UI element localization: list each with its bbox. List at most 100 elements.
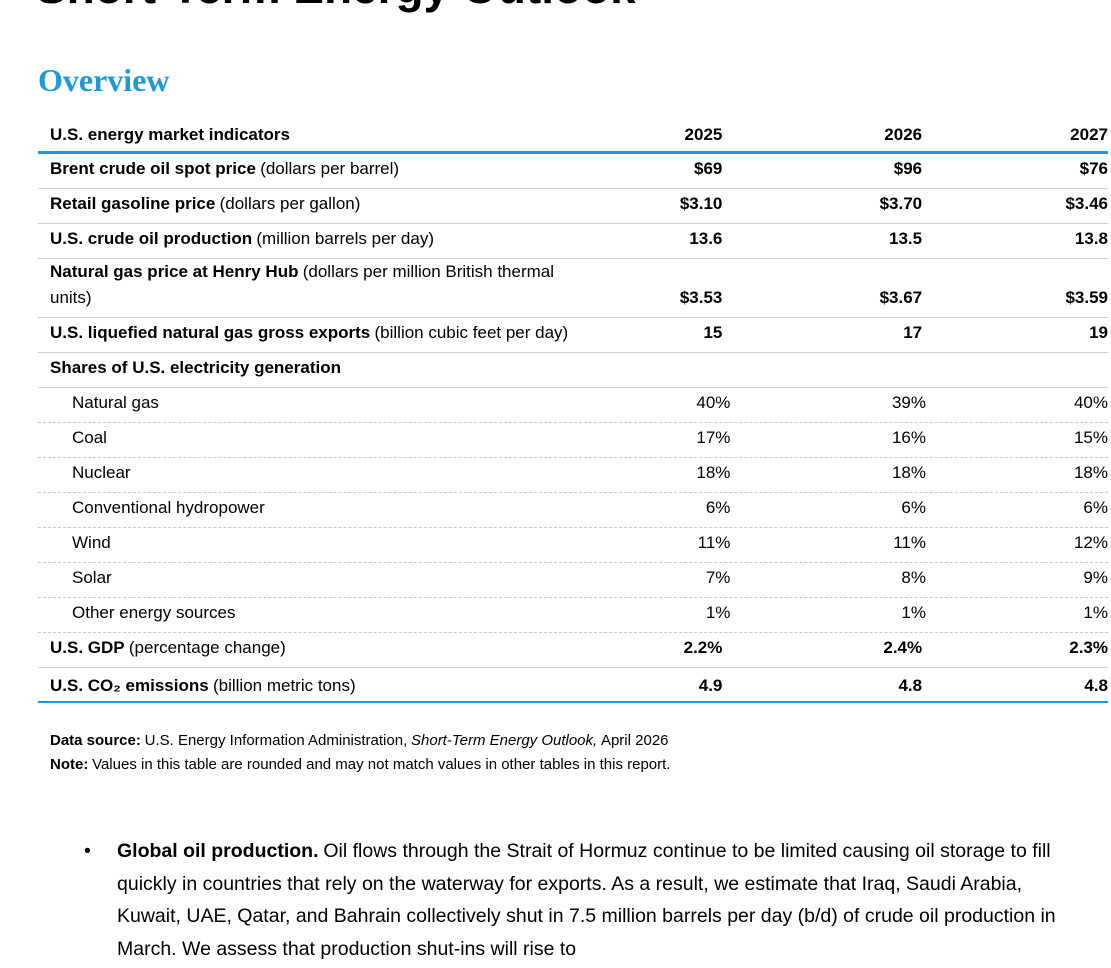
cell-value: 17%: [696, 428, 731, 447]
label-bold: Shares of U.S. electricity generation: [50, 358, 341, 377]
label-unit: (dollars per barrel): [260, 159, 400, 178]
label-text: Solar: [72, 568, 112, 587]
row-label: Solar: [38, 565, 580, 591]
cell-value: 15: [703, 323, 723, 342]
label-text: Nuclear: [72, 463, 131, 482]
row-label: Natural gas price at Henry Hub (dollars p…: [38, 259, 569, 311]
label-unit: (percentage change): [128, 638, 286, 657]
label-bold: U.S. liquefied natural gas gross exports: [50, 323, 371, 342]
row-label: Shares of U.S. electricity generation: [38, 355, 575, 381]
row-label: U.S. crude oil production (million barrel…: [38, 226, 569, 252]
label-text: Conventional hydropower: [72, 498, 265, 517]
note-text: Values in this table are rounded and may…: [92, 756, 671, 773]
row-label: Natural gas: [38, 390, 580, 416]
table-row: Other energy sources 1% 1% 1%: [38, 598, 1108, 633]
label-bold: U.S. GDP: [50, 638, 125, 657]
cell-value: $3.53: [679, 288, 723, 307]
cell-value: $3.59: [1065, 288, 1108, 307]
cell-value: 4.8: [1084, 676, 1108, 695]
table-row: U.S. liquefied natural gas gross exports…: [38, 318, 1108, 353]
data-source-date: April 2026: [600, 732, 669, 749]
section-title: Overview: [38, 62, 170, 98]
note: Note: Values in this table are rounded an…: [50, 753, 670, 777]
cell-value: 2.2%: [683, 638, 723, 657]
cell-value: 2.3%: [1069, 638, 1108, 657]
table-row: Conventional hydropower 6% 6% 6%: [38, 493, 1108, 528]
label-bold: Natural gas price at Henry Hub: [50, 262, 299, 281]
row-label: Other energy sources: [38, 600, 580, 626]
cell-value: 1%: [901, 603, 926, 622]
cell-value: 8%: [901, 568, 926, 587]
cell-value: $69: [694, 159, 723, 178]
label-text: Wind: [72, 533, 111, 552]
cell-value: 4.9: [698, 676, 723, 695]
table-row: Shares of U.S. electricity generation: [38, 353, 1108, 388]
row-label: Coal: [38, 425, 580, 451]
label-text: Other energy sources: [72, 603, 236, 622]
label-unit: (dollars per gallon): [219, 194, 361, 213]
label-unit: (million barrels per day): [256, 229, 434, 248]
table-row: U.S. crude oil production (million barrel…: [38, 224, 1108, 259]
table-row: Retail gasoline price (dollars per gallon…: [38, 189, 1108, 224]
bullet-text: Oil flows through the Strait of Hormuz c…: [117, 840, 1056, 960]
table-row: Coal 17% 16% 15%: [38, 423, 1108, 458]
table-row: Brent crude oil spot price (dollars per b…: [38, 154, 1108, 189]
cell-value: $3.46: [1065, 194, 1108, 213]
cell-value: 18%: [891, 463, 926, 482]
cell-value: $3.10: [679, 194, 723, 213]
label-bold: Brent crude oil spot price: [50, 159, 256, 178]
cell-value: 11%: [697, 533, 731, 552]
cell-value: 13.8: [1074, 229, 1108, 248]
label-unit: (billion cubic feet per day): [374, 323, 569, 342]
data-source: Data source: U.S. Energy Information Admi…: [50, 729, 670, 753]
cell-value: 4.8: [898, 676, 923, 695]
bullet-list: Global oil production.Oil flows through …: [84, 835, 1077, 965]
data-source-label: Data source:: [50, 732, 141, 749]
column-header: 2025: [684, 125, 723, 144]
cell-value: $3.67: [879, 288, 923, 307]
label-text: Coal: [72, 428, 107, 447]
data-source-text: U.S. Energy Information Administration,: [144, 732, 408, 749]
row-label: Retail gasoline price (dollars per gallon…: [38, 191, 569, 217]
cell-value: 15%: [1073, 428, 1108, 447]
cell-value: 6%: [705, 498, 731, 517]
row-label: U.S. CO₂ emissions (billion metric tons): [38, 673, 569, 699]
cell-value: 18%: [1073, 463, 1108, 482]
table-row: Wind 11% 11% 12%: [38, 528, 1108, 563]
report-title: Short-Term Energy Outlook: [36, 0, 636, 14]
row-label: Conventional hydropower: [38, 495, 580, 521]
row-label: U.S. GDP (percentage change): [38, 635, 569, 661]
cell-value: 6%: [901, 498, 926, 517]
data-source-title: Short-Term Energy Outlook,: [411, 732, 598, 749]
cell-value: $76: [1079, 159, 1108, 178]
cell-value: 19: [1089, 323, 1108, 342]
cell-value: 1%: [705, 603, 731, 622]
row-header-title: U.S. energy market indicators: [50, 125, 290, 144]
cell-value: 11%: [893, 533, 926, 552]
label-bold: Retail gasoline price: [50, 194, 216, 213]
label-text: Natural gas: [72, 393, 159, 412]
table-row: U.S. CO₂ emissions (billion metric tons) 4…: [38, 668, 1108, 703]
cell-value: 17: [903, 323, 923, 342]
cell-value: 40%: [696, 393, 731, 412]
label-bold: U.S. crude oil production: [50, 229, 253, 248]
bullet-lead: Global oil production.: [117, 840, 319, 862]
cell-value: 13.5: [889, 229, 923, 248]
table-row: Natural gas price at Henry Hub (dollars p…: [38, 259, 1108, 318]
label-unit: (dollars per million British thermal uni…: [50, 262, 555, 307]
column-header: 2026: [884, 125, 923, 144]
cell-value: 16%: [891, 428, 926, 447]
cell-value: $96: [893, 159, 923, 178]
cell-value: 9%: [1083, 568, 1108, 587]
table-row: U.S. GDP (percentage change) 2.2% 2.4% 2.3%: [38, 633, 1108, 668]
indicator-table: U.S. energy market indicators 2025 2026 202…: [38, 122, 1108, 703]
cell-value: 7%: [705, 568, 731, 587]
table-row: Natural gas 40% 39% 40%: [38, 388, 1108, 423]
row-label: U.S. liquefied natural gas gross exports…: [38, 320, 569, 346]
cell-value: $3.70: [879, 194, 923, 213]
cell-value: 1%: [1083, 603, 1108, 622]
row-label: Brent crude oil spot price (dollars per b…: [38, 156, 569, 182]
cell-value: 12%: [1073, 533, 1108, 552]
table-row: Solar 7% 8% 9%: [38, 563, 1108, 598]
row-label: Wind: [38, 530, 580, 556]
